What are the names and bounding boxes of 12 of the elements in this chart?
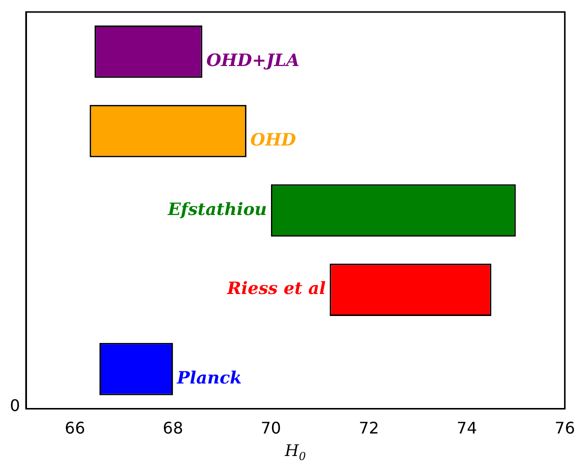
- x-tick-label: 70: [260, 418, 282, 438]
- x-tick-label: 74: [456, 418, 478, 438]
- x-tick-label: 72: [358, 418, 380, 438]
- x-tick-label: 68: [162, 418, 184, 438]
- text: 0: [10, 396, 20, 415]
- y-tick-label: Planck: [176, 368, 242, 389]
- y-tick-label: OHD+JLA: [206, 51, 300, 72]
- x-tick-label: 66: [64, 418, 86, 438]
- x-tick-label: 76: [554, 418, 575, 438]
- y-tick-label: OHD: [250, 130, 296, 150]
- y-tick-label: Efstathiou: [166, 200, 267, 220]
- y-tick-label: Riess et al: [226, 279, 326, 300]
